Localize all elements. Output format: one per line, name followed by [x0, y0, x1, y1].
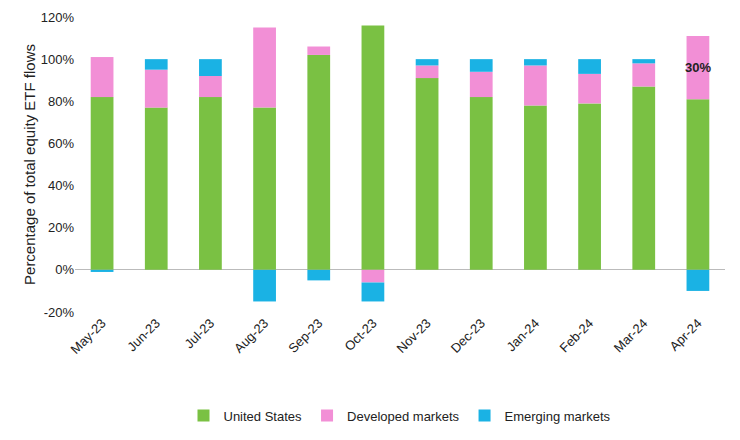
svg-text:Jun-23: Jun-23: [124, 316, 163, 355]
svg-text:60%: 60%: [48, 136, 74, 151]
svg-text:Jan-24: Jan-24: [503, 316, 542, 355]
svg-text:May-23: May-23: [68, 316, 109, 357]
svg-text:Jul-23: Jul-23: [181, 316, 217, 352]
svg-text:Nov-23: Nov-23: [394, 316, 434, 356]
svg-text:0%: 0%: [55, 262, 74, 277]
svg-text:Mar-24: Mar-24: [611, 316, 651, 356]
svg-text:40%: 40%: [48, 178, 74, 193]
svg-text:Percentage of total equity ETF: Percentage of total equity ETF flows: [21, 44, 38, 285]
svg-text:Feb-24: Feb-24: [557, 316, 597, 356]
svg-text:30%: 30%: [685, 60, 711, 75]
svg-text:-20%: -20%: [44, 305, 75, 320]
svg-text:Oct-23: Oct-23: [341, 316, 379, 354]
svg-text:United States: United States: [224, 409, 303, 424]
svg-text:Developed markets: Developed markets: [347, 409, 459, 424]
svg-text:Emerging markets: Emerging markets: [505, 409, 611, 424]
svg-text:Dec-23: Dec-23: [448, 316, 488, 356]
svg-text:80%: 80%: [48, 94, 74, 109]
svg-text:20%: 20%: [48, 220, 74, 235]
svg-text:Apr-24: Apr-24: [666, 316, 704, 354]
svg-text:Aug-23: Aug-23: [231, 316, 271, 356]
svg-text:120%: 120%: [41, 10, 75, 25]
svg-text:100%: 100%: [41, 52, 75, 67]
svg-text:Sep-23: Sep-23: [285, 316, 325, 356]
